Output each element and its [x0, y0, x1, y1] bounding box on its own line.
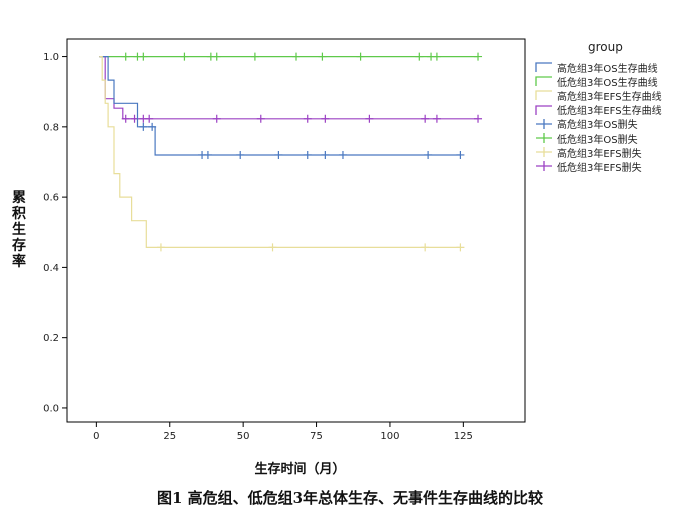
series-layer — [99, 52, 483, 252]
survival-curve — [99, 56, 461, 156]
legend: group 高危组3年OS生存曲线 低危组3年OS生存曲线 高危组3年EFS生存曲线… — [533, 40, 698, 174]
figure-caption: 图1 高危组、低危组3年总体生存、无事件生存曲线的比较 — [156, 489, 544, 507]
censor-mark — [474, 52, 483, 61]
legend-item: 高危组3年EFS删失 — [533, 145, 698, 160]
censor-mark — [456, 243, 465, 252]
censor-mark — [356, 52, 365, 61]
plot-area — [66, 38, 526, 423]
legend-label: 低危组3年EFS删失 — [557, 162, 642, 174]
y-axis-label: 累积生存率 — [12, 190, 26, 270]
legend-step-marker — [535, 62, 552, 73]
censor-mark — [268, 243, 277, 252]
legend-label: 低危组3年OS删失 — [557, 134, 638, 146]
censor-mark — [415, 52, 424, 61]
censor-mark — [338, 150, 347, 159]
legend-item: 高危组3年OS删失 — [533, 117, 698, 131]
survival-curve — [99, 56, 461, 248]
censor-mark — [236, 150, 245, 159]
legend-cross-marker — [536, 161, 552, 172]
chart-canvas: 0.0 0.2 0.4 0.6 0.8 1.0 0 25 50 75 100 125 — [43, 38, 526, 442]
x-tick-label: 125 — [454, 431, 473, 442]
censor-mark — [292, 52, 300, 61]
censor-mark — [203, 150, 212, 159]
x-tick-label: 100 — [380, 431, 399, 442]
censor-mark — [145, 114, 154, 123]
legend-item: 低危组3年OS删失 — [533, 131, 698, 146]
censor-mark — [250, 52, 259, 61]
censor-mark — [139, 122, 148, 131]
legend-label: 高危组3年OS删失 — [557, 120, 638, 132]
censor-mark — [303, 150, 312, 159]
censor-mark — [212, 114, 221, 123]
censor-mark — [421, 243, 430, 252]
legend-item: 低危组3年OS生存曲线 — [533, 74, 698, 89]
censor-mark — [365, 114, 374, 123]
censor-mark — [474, 114, 483, 123]
legend-step-marker — [535, 90, 552, 101]
censor-mark — [121, 52, 130, 61]
legend-cross-marker — [536, 147, 552, 158]
censor-mark — [256, 114, 265, 123]
legend-label: 低危组3年EFS生存曲线 — [557, 106, 662, 118]
censor-mark — [274, 150, 283, 159]
y-tick-label: 0.2 — [43, 333, 59, 344]
y-tick-label: 0.4 — [43, 263, 59, 274]
legend-item: 低危组3年EFS删失 — [533, 159, 698, 174]
censor-mark — [148, 122, 157, 131]
censor-mark — [432, 52, 441, 61]
legend-item: 高危组3年EFS生存曲线 — [533, 88, 698, 103]
censor-mark — [180, 52, 189, 61]
y-tick-label: 0.0 — [43, 403, 59, 414]
legend-title: group — [588, 40, 623, 54]
legend-items: 高危组3年OS生存曲线 低危组3年OS生存曲线 高危组3年EFS生存曲线 低危组3年E… — [533, 60, 698, 174]
x-tick-label: 50 — [237, 431, 250, 442]
x-axis-label: 生存时间（月） — [254, 462, 346, 477]
legend-item: 高危组3年OS生存曲线 — [533, 60, 698, 75]
censor-mark — [321, 150, 330, 159]
x-tick-label: 0 — [93, 431, 99, 442]
y-tick-label: 0.8 — [43, 122, 59, 133]
censor-mark — [121, 114, 130, 123]
legend-cross-marker — [536, 133, 552, 144]
legend-label: 高危组3年OS生存曲线 — [557, 63, 658, 75]
censor-mark — [318, 52, 327, 61]
censor-mark — [424, 150, 433, 159]
legend-label: 高危组3年EFS删失 — [557, 148, 642, 160]
legend-cross-marker — [536, 118, 552, 129]
legend-label: 高危组3年EFS生存曲线 — [557, 91, 662, 103]
legend-item: 低危组3年EFS生存曲线 — [533, 103, 698, 117]
x-tick-label: 25 — [163, 431, 176, 442]
legend-step-marker — [535, 105, 552, 115]
censor-mark — [421, 114, 430, 123]
y-tick-label: 1.0 — [43, 52, 59, 63]
censor-mark — [432, 114, 441, 123]
axes: 0.0 0.2 0.4 0.6 0.8 1.0 0 25 50 75 100 125 — [43, 52, 473, 442]
x-tick-label: 75 — [310, 431, 323, 442]
y-tick-label: 0.6 — [43, 193, 59, 204]
legend-label: 低危组3年OS生存曲线 — [557, 77, 658, 89]
censor-mark — [303, 114, 312, 123]
censor-mark — [139, 52, 148, 61]
legend-step-marker — [535, 76, 552, 87]
censor-mark — [456, 150, 465, 159]
censor-mark — [212, 52, 221, 61]
censor-mark — [321, 114, 330, 123]
censor-mark — [156, 243, 165, 252]
